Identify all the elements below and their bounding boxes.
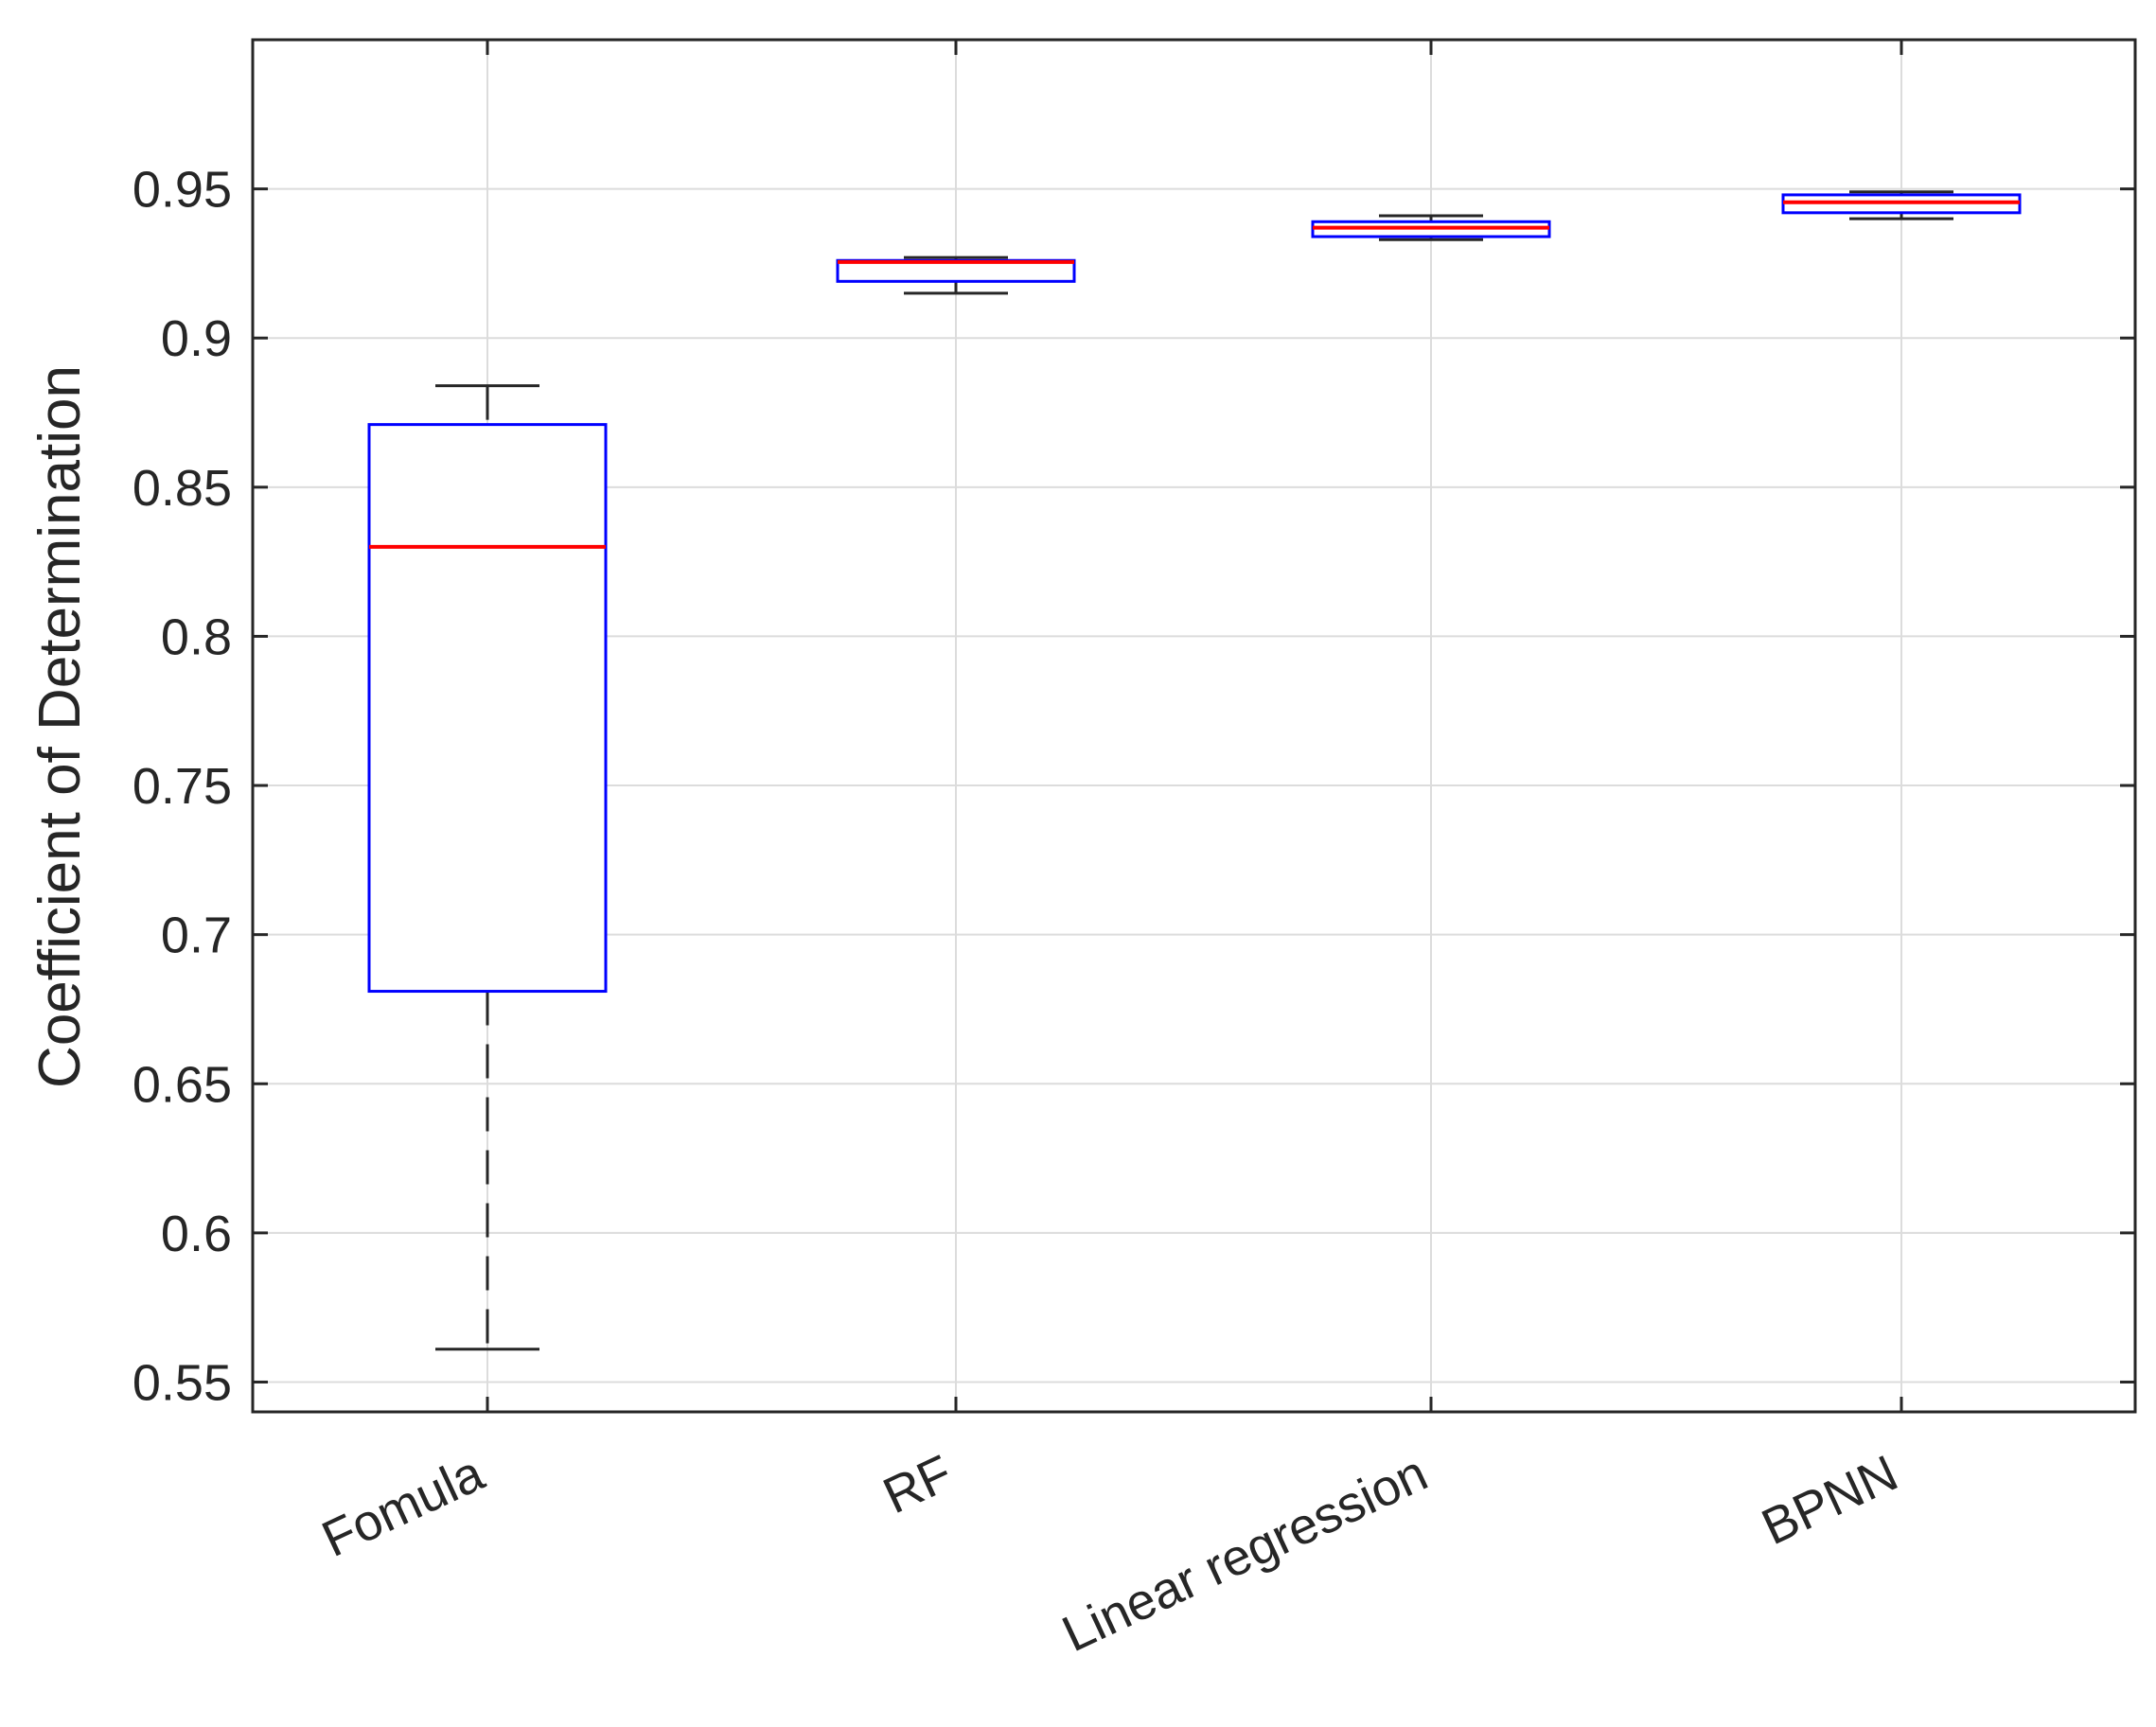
box-series [367, 190, 2022, 1351]
y-tick-label: 0.8 [161, 608, 232, 665]
y-tick-label: 0.9 [161, 310, 232, 367]
axis-ticks [253, 40, 2135, 1412]
plot-area-frame [251, 38, 2137, 1414]
y-tick-label: 0.75 [133, 758, 232, 815]
x-category-label: RF [875, 1444, 961, 1524]
y-tick-label: 0.95 [133, 162, 232, 219]
y-axis-title: Coefficient of Determination [27, 365, 93, 1088]
x-category-labels: Fomula RF Linear regression BPNN [314, 1444, 1907, 1663]
y-tick-labels: 0.55 0.6 0.65 0.7 0.75 0.8 0.85 0.9 0.95 [133, 162, 232, 1412]
x-category-label: BPNN [1754, 1444, 1906, 1556]
y-tick-label: 0.7 [161, 908, 232, 964]
x-category-label: Linear regression [1054, 1444, 1436, 1663]
y-tick-label: 0.55 [133, 1354, 232, 1411]
y-tick-label: 0.85 [133, 460, 232, 517]
y-tick-label: 0.65 [133, 1056, 232, 1113]
x-category-label: Fomula [314, 1444, 493, 1568]
box-bpnn [1781, 190, 2022, 220]
iqr-box [367, 423, 608, 994]
y-tick-label: 0.6 [161, 1206, 232, 1262]
box-linear-regression [1311, 214, 1551, 241]
box-fomula [367, 384, 608, 1351]
box-rf [836, 256, 1076, 295]
